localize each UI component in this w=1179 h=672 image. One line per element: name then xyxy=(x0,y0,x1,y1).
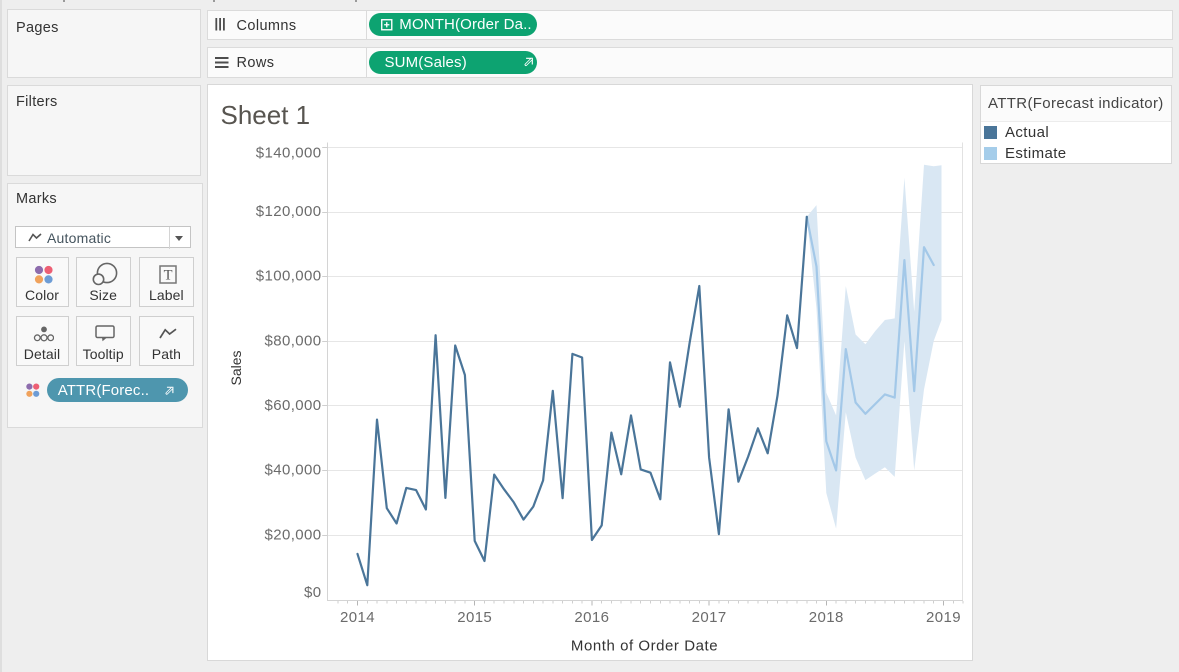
svg-text:2018: 2018 xyxy=(809,609,844,626)
svg-text:2017: 2017 xyxy=(692,609,727,626)
svg-text:T: T xyxy=(163,268,172,284)
svg-text:$140,000: $140,000 xyxy=(256,144,322,161)
svg-text:$80,000: $80,000 xyxy=(264,332,321,349)
svg-text:$100,000: $100,000 xyxy=(256,268,322,285)
svg-text:$20,000: $20,000 xyxy=(264,526,321,543)
svg-text:2019: 2019 xyxy=(926,609,961,626)
svg-text:$60,000: $60,000 xyxy=(264,397,321,414)
svg-text:Sales: Sales xyxy=(228,350,244,385)
svg-text:$120,000: $120,000 xyxy=(256,203,322,220)
svg-text:Month of Order Date: Month of Order Date xyxy=(571,638,718,655)
svg-text:$40,000: $40,000 xyxy=(264,462,321,479)
svg-text:2014: 2014 xyxy=(340,609,375,626)
svg-text:$0: $0 xyxy=(304,584,322,601)
svg-text:2015: 2015 xyxy=(457,609,492,626)
svg-text:2016: 2016 xyxy=(574,609,609,626)
